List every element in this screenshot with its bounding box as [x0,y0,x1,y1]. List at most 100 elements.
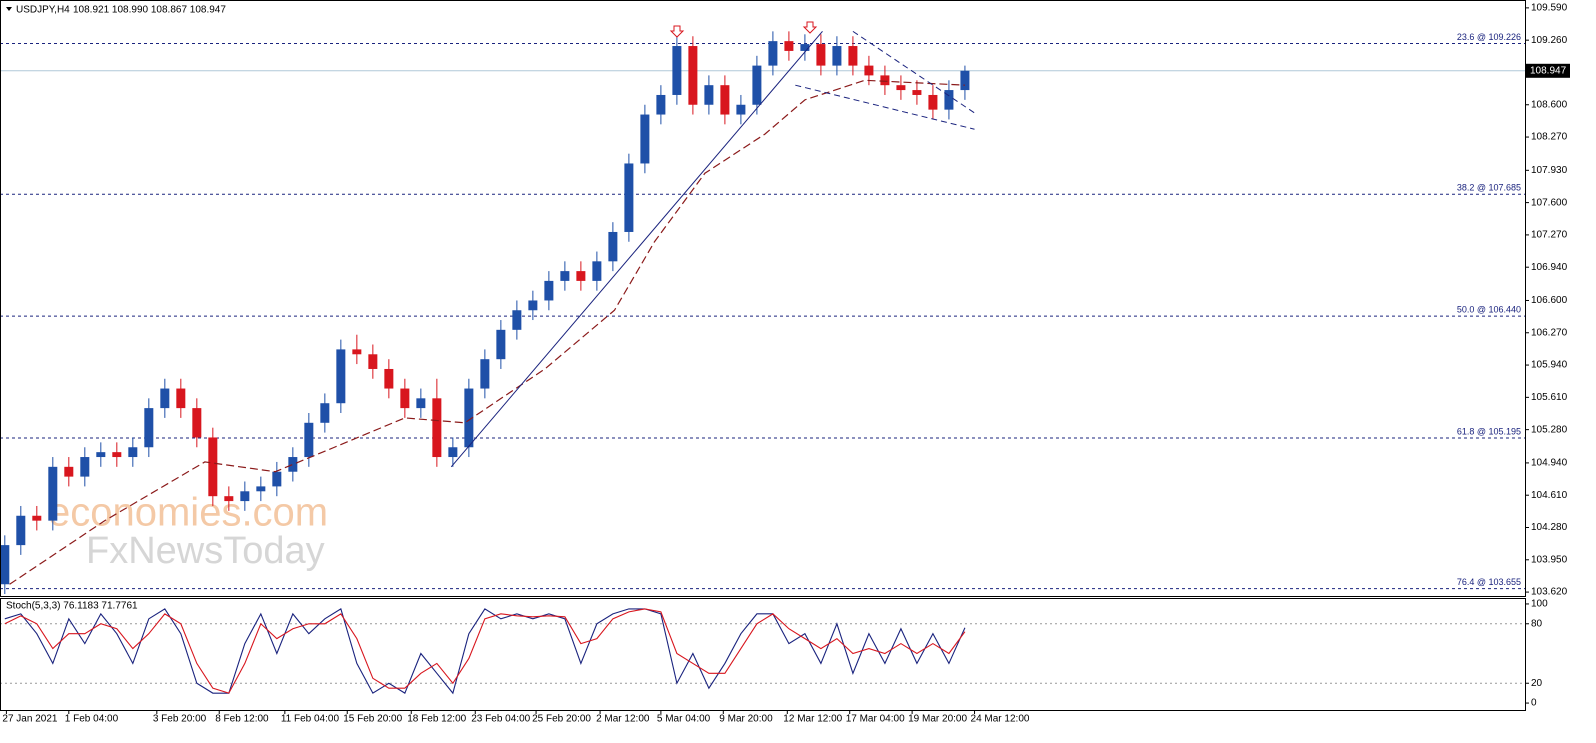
y-tick-label: 105.280 [1531,424,1568,435]
symbol-title: USDJPY,H4 [16,5,70,16]
candle-body [304,422,314,458]
watermark-text: economies.com [48,491,328,535]
y-tick-label: 105.940 [1531,360,1568,371]
y-tick-label: 109.590 [1531,3,1568,14]
menu-arrow [6,7,12,11]
x-tick-label: 9 Mar 20:00 [719,714,773,725]
fib-label: 76.4 @ 103.655 [1457,577,1521,587]
candle-body [816,44,826,66]
candle-body [912,90,922,95]
x-tick-label: 3 Feb 20:00 [153,714,207,725]
candle-body [496,329,506,360]
candle-body [128,447,138,458]
candle-body [288,457,298,472]
moving-average [9,79,965,585]
y-tick-label: 105.610 [1531,392,1568,403]
x-tick-label: 18 Feb 12:00 [407,714,466,725]
y-tick-label: 108.600 [1531,99,1568,110]
y-tick-label: 106.270 [1531,327,1568,338]
y-tick-label: 104.610 [1531,490,1568,501]
y-tick-label: 80 [1531,618,1543,629]
candle-body [80,457,90,477]
candle-body [848,46,858,66]
candle-body [448,447,458,458]
candle-body [560,271,570,281]
candle-body [272,471,282,487]
x-tick-label: 23 Feb 04:00 [471,714,530,725]
y-tick-label: 0 [1531,698,1537,709]
candle-body [368,354,378,369]
candle-body [576,271,586,281]
y-tick-label: 107.270 [1531,230,1568,241]
y-tick-label: 100 [1531,599,1548,610]
y-tick-label: 104.280 [1531,522,1568,533]
stoch-line [4,608,966,695]
candle-body [944,90,954,110]
candle-body [800,44,810,51]
candle-body [544,280,554,301]
candle-body [16,515,26,546]
candle-body [208,437,218,497]
candle-body [960,70,970,91]
candle-body [704,85,714,105]
y-tick-label: 103.620 [1531,587,1568,598]
candle-body [592,261,602,281]
x-tick-label: 8 Feb 12:00 [215,714,269,725]
candle-body [432,398,442,458]
stoch-line [4,608,966,694]
candle-body [48,466,58,521]
x-tick-label: 15 Feb 20:00 [343,714,402,725]
candle-body [96,452,106,458]
candle-body [480,359,490,389]
fib-label: 50.0 @ 106.440 [1457,305,1521,315]
candle-body [384,368,394,389]
candle-body [144,408,154,448]
candle-body [224,496,234,502]
candle-body [0,545,10,585]
x-tick-label: 12 Mar 12:00 [783,714,842,725]
y-tick-label: 104.940 [1531,458,1568,469]
x-tick-label: 19 Mar 20:00 [908,714,967,725]
candle-body [64,466,74,477]
trendline [450,31,823,468]
candle-body [656,94,666,115]
fib-label: 38.2 @ 107.685 [1457,183,1521,193]
candle-body [336,349,346,404]
candle-body [176,388,186,409]
plot [0,30,1525,695]
x-tick-label: 1 Feb 04:00 [65,714,119,725]
main-frame [0,0,1526,597]
y-tick-label: 106.600 [1531,295,1568,306]
candle-body [624,163,634,232]
candle-body [640,114,650,164]
candle-body [528,300,538,311]
y-tick-label: 107.600 [1531,197,1568,208]
candle-body [32,515,42,521]
fib-label: 23.6 @ 109.226 [1457,32,1521,42]
peak-arrow [802,21,818,34]
candle-body [416,398,426,409]
y-tick-label: 106.940 [1531,262,1568,273]
candle-body [320,403,330,423]
candle-body [736,104,746,115]
fib-label: 61.8 @ 105.195 [1457,426,1521,436]
stoch-title: Stoch(5,3,3) 76.1183 71.7761 [6,601,138,612]
candle-body [768,41,778,66]
candle-body [400,388,410,409]
x-tick-label: 25 Feb 20:00 [532,714,591,725]
peak-arrow [669,25,685,38]
trendline [795,84,975,130]
last-price-label: 108.947 [1530,65,1567,76]
y-tick-label: 109.260 [1531,35,1568,46]
y-tick-label: 108.270 [1531,132,1568,143]
candle-body [864,65,874,76]
last-price-box [1526,63,1570,78]
x-tick-label: 11 Feb 04:00 [281,714,340,725]
x-tick-label: 24 Mar 12:00 [971,714,1030,725]
candle-body [896,85,906,91]
candle-body [256,486,266,492]
candle-body [832,46,842,66]
candle-body [464,388,474,448]
candle-body [512,310,522,330]
